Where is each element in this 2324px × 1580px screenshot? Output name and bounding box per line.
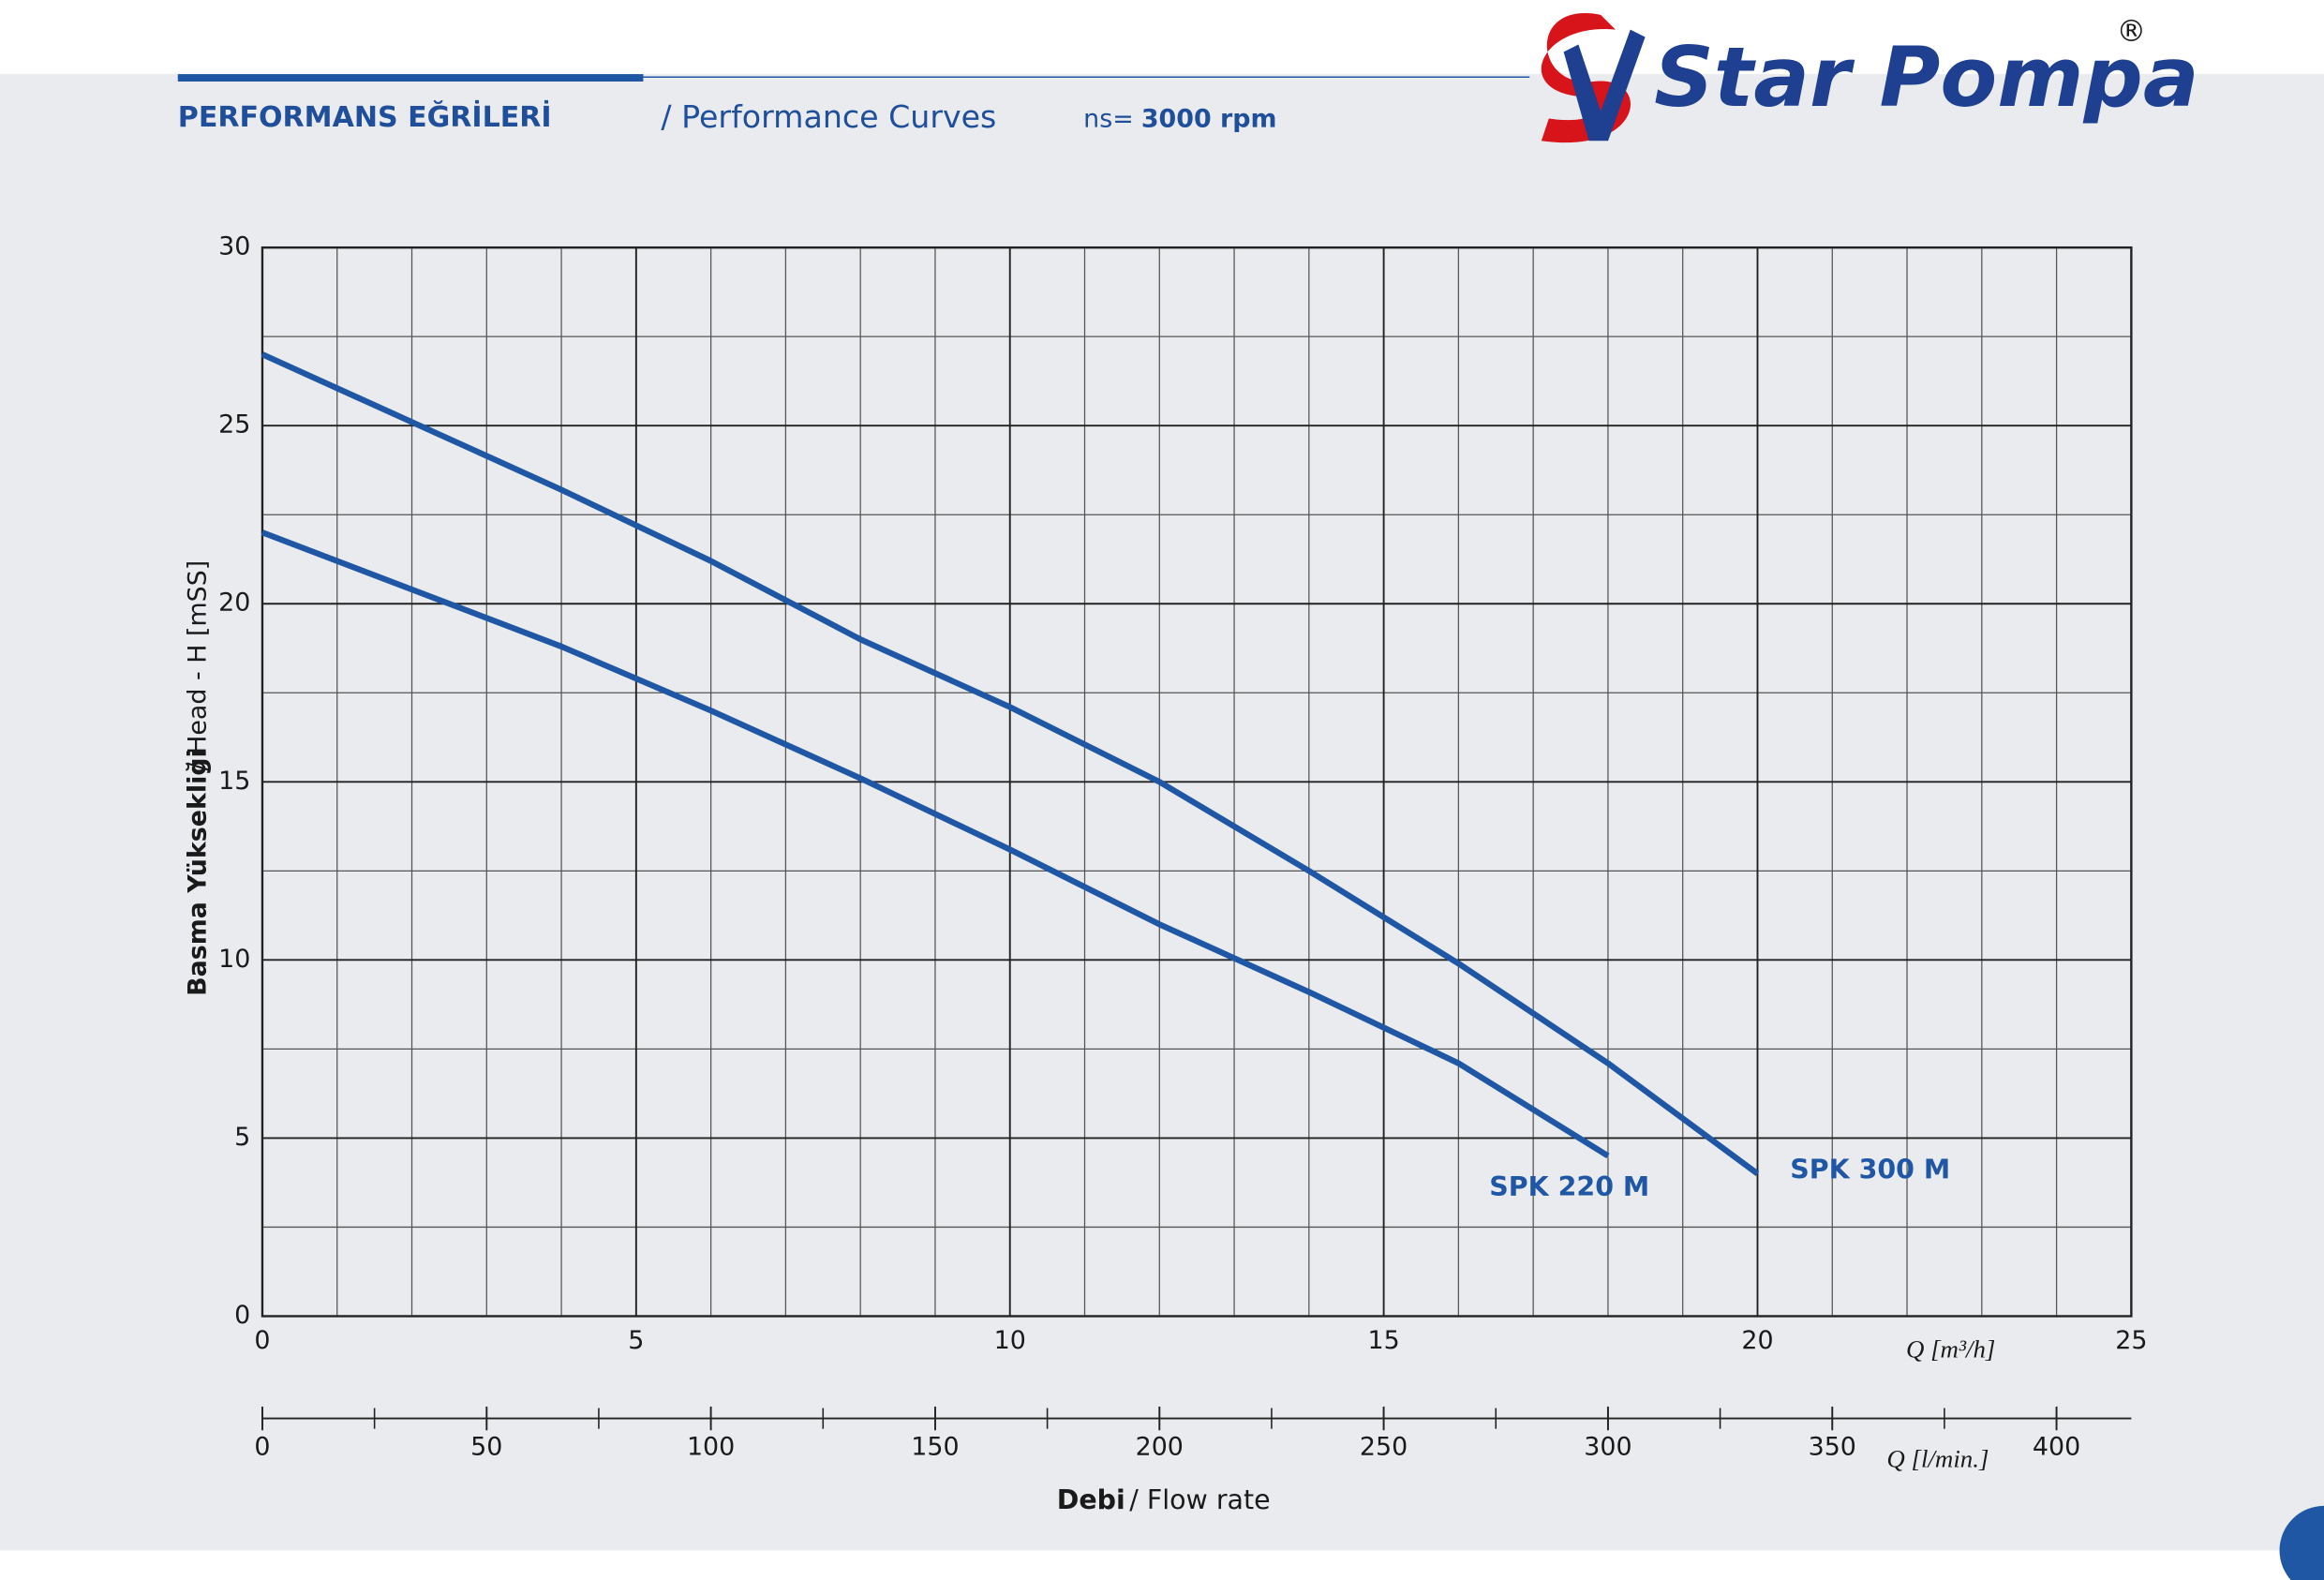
x-tick-label: 5 xyxy=(628,1326,644,1355)
series-label: SPK 220 M xyxy=(1489,1171,1649,1202)
x-tick-label: 20 xyxy=(1741,1326,1773,1355)
series-label: SPK 300 M xyxy=(1790,1154,1950,1185)
x-tick-label: 15 xyxy=(1368,1326,1400,1355)
x2-tick-label: 150 xyxy=(911,1433,959,1462)
brand-mark: ® xyxy=(2117,15,2147,49)
x2-tick-label: 200 xyxy=(1136,1433,1184,1462)
y-label-en: / Head - H [mSS] xyxy=(183,560,212,771)
x2-tick-label: 400 xyxy=(2033,1433,2080,1462)
brand: Star Pompa xyxy=(1654,29,2199,126)
x-tick-label: 10 xyxy=(994,1326,1026,1355)
y-tick-label: 5 xyxy=(234,1123,250,1152)
x-label: Q [m³/h] xyxy=(1906,1335,1995,1364)
title: PERFORMANS EĞRİLERİ xyxy=(178,99,552,134)
x2-tick-label: 350 xyxy=(1809,1433,1856,1462)
footer-tr: Debi xyxy=(1057,1484,1125,1515)
curve xyxy=(261,529,1610,1159)
x2-tick-label: 0 xyxy=(254,1433,270,1462)
rule-bar xyxy=(177,74,644,82)
y-tick-label: 30 xyxy=(218,232,250,261)
x-tick-label: 25 xyxy=(2115,1326,2147,1355)
curve xyxy=(261,351,1760,1176)
y-tick-label: 10 xyxy=(218,945,250,974)
x2-tick-label: 100 xyxy=(687,1433,735,1462)
y-tick-label: 0 xyxy=(234,1301,250,1330)
x2-tick-label: 250 xyxy=(1360,1433,1408,1462)
corner-dot xyxy=(2279,1505,2324,1580)
footer-en: / Flow rate xyxy=(1129,1484,1270,1515)
x2-tick-label: 300 xyxy=(1584,1433,1631,1462)
speed-label: ns= xyxy=(1083,105,1134,134)
y-label-tr: Basma Yüksekliği xyxy=(183,749,212,996)
x-tick-label: 0 xyxy=(254,1326,270,1355)
logo-v xyxy=(1563,29,1646,142)
y-tick-label: 25 xyxy=(218,410,250,440)
speed: 3000 rpm xyxy=(1141,105,1277,134)
y-tick-label: 15 xyxy=(218,767,250,796)
x2-tick-label: 50 xyxy=(470,1433,502,1462)
y-tick-label: 20 xyxy=(218,589,250,618)
subtitle: / Performance Curves xyxy=(661,98,996,135)
x2-label: Q [l/min.] xyxy=(1886,1445,1989,1473)
